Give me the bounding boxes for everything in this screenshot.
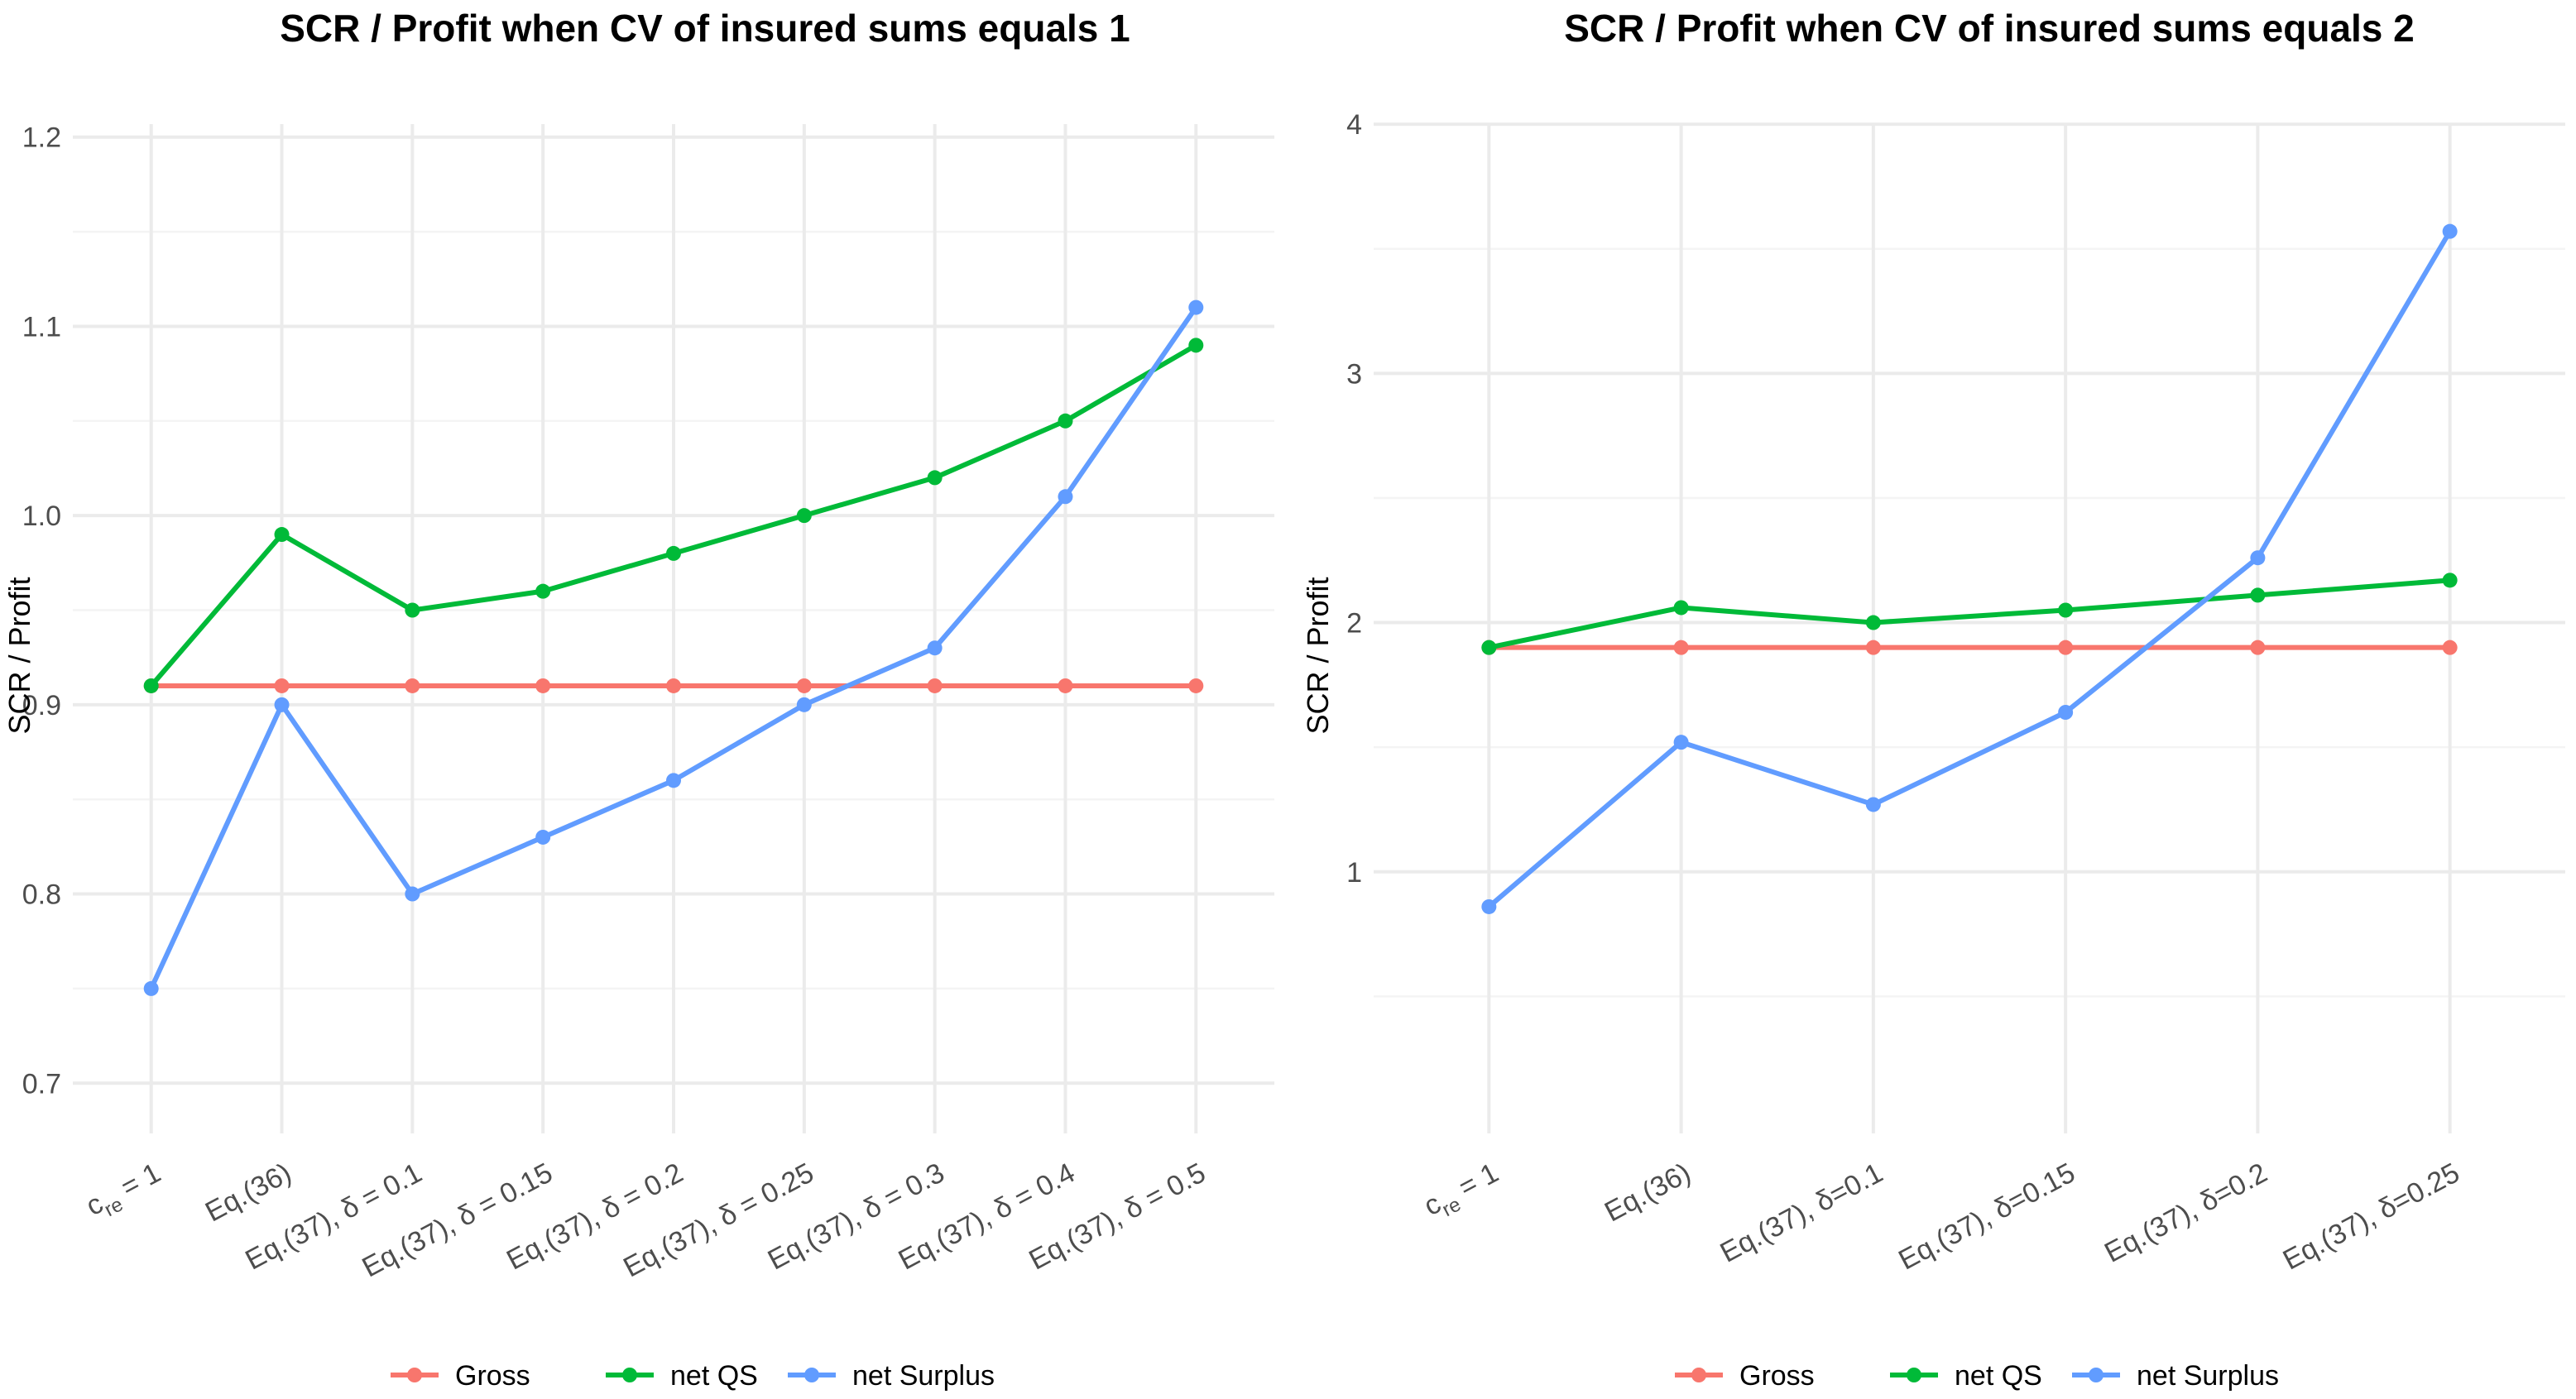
data-point-gross [666,678,681,693]
data-point-net-surplus [143,980,159,996]
legend-swatch-point [407,1368,422,1382]
legend-swatch-point [1691,1368,1706,1382]
y-tick-label: 3 [1346,358,1362,390]
x-tick-label: cre = 1 [81,1157,169,1229]
data-point-gross [1188,678,1204,693]
data-point-net-surplus [535,829,551,845]
y-tick-label: 1.1 [22,311,61,343]
data-point-net-qs [2442,573,2458,588]
data-point-net-surplus [666,773,681,788]
y-axis-label: SCR / Profit [2,577,36,734]
legend-label: net Surplus [852,1360,995,1392]
data-point-gross [2058,640,2074,655]
x-tick-label: Eq.(36) [1600,1157,1696,1229]
x-tick-label: Eq.(37), δ=0.15 [1893,1157,2080,1277]
data-point-net-qs [1058,413,1073,429]
y-tick-label: 0.7 [22,1068,61,1100]
chart-title: SCR / Profit when CV of insured sums equ… [1564,7,2415,50]
data-point-net-qs [405,602,420,618]
chart-panel-cv1: SCR / Profit when CV of insured sums equ… [2,7,1274,1392]
data-point-gross [1673,640,1689,655]
data-point-net-qs [666,545,681,561]
legend: Gross net QS net Surplus [391,1360,995,1392]
y-tick-label: 1.0 [22,501,61,532]
legend-swatch-point [1907,1368,1921,1382]
data-point-gross [274,678,290,693]
y-tick-label: 0.8 [22,879,61,911]
legend-label: net QS [670,1360,758,1392]
y-tick-label: 2 [1346,608,1362,640]
data-point-net-surplus [274,697,290,712]
data-point-net-qs [1481,640,1497,655]
data-point-net-qs [274,527,290,543]
legend-swatch-point [622,1368,637,1382]
data-point-net-qs [2058,602,2074,618]
data-point-net-surplus [2058,705,2074,720]
data-point-gross [796,678,812,693]
data-point-net-surplus [2442,223,2458,239]
chart-panel-cv2: SCR / Profit when CV of insured sums equ… [1301,7,2565,1392]
series-line-net-qs [1486,577,2453,650]
data-point-net-surplus [2250,550,2266,566]
data-point-net-qs [2250,587,2266,603]
data-point-net-qs [1865,615,1881,630]
y-tick-label: 1.2 [22,122,61,154]
series-line-net-surplus [1486,228,2453,909]
y-tick-label: 1 [1346,857,1362,889]
legend-swatch-point [804,1368,819,1382]
x-tick-label: Eq.(36) [200,1157,296,1229]
y-axis-label: SCR / Profit [1301,577,1335,734]
x-tick-label: Eq.(37), δ=0.1 [1715,1157,1888,1269]
data-point-net-surplus [1188,299,1204,315]
data-point-gross [1058,678,1073,693]
legend-label: net Surplus [2137,1360,2279,1392]
data-point-gross [2442,640,2458,655]
x-tick-label: Eq.(37), δ=0.25 [2278,1157,2465,1277]
legend-label: net QS [1955,1360,2042,1392]
data-point-net-surplus [1673,735,1689,750]
data-point-gross [2250,640,2266,655]
data-point-net-qs [927,470,943,486]
legend-swatch-point [2089,1368,2103,1382]
data-point-gross [405,678,420,693]
y-tick-label: 4 [1346,109,1362,141]
x-tick-label: cre = 1 [1418,1157,1506,1229]
data-point-net-qs [535,583,551,599]
data-point-gross [535,678,551,693]
data-point-net-qs [796,508,812,524]
data-point-net-surplus [796,697,812,712]
y-tick-label: 0.9 [22,690,61,721]
data-point-net-qs [1673,600,1689,616]
data-point-net-surplus [1481,898,1497,914]
legend-label: Gross [455,1360,530,1392]
chart-title: SCR / Profit when CV of insured sums equ… [280,7,1130,50]
data-point-net-surplus [1058,489,1073,505]
x-tick-label: Eq.(37), δ=0.2 [2099,1157,2272,1269]
data-point-gross [1865,640,1881,655]
legend: Gross net QS net Surplus [1675,1360,2279,1392]
data-point-net-qs [143,678,159,693]
data-point-net-qs [1188,338,1204,353]
data-point-net-surplus [1865,797,1881,812]
legend-label: Gross [1739,1360,1815,1392]
data-point-gross [927,678,943,693]
data-point-net-surplus [405,886,420,902]
data-point-net-surplus [927,640,943,656]
